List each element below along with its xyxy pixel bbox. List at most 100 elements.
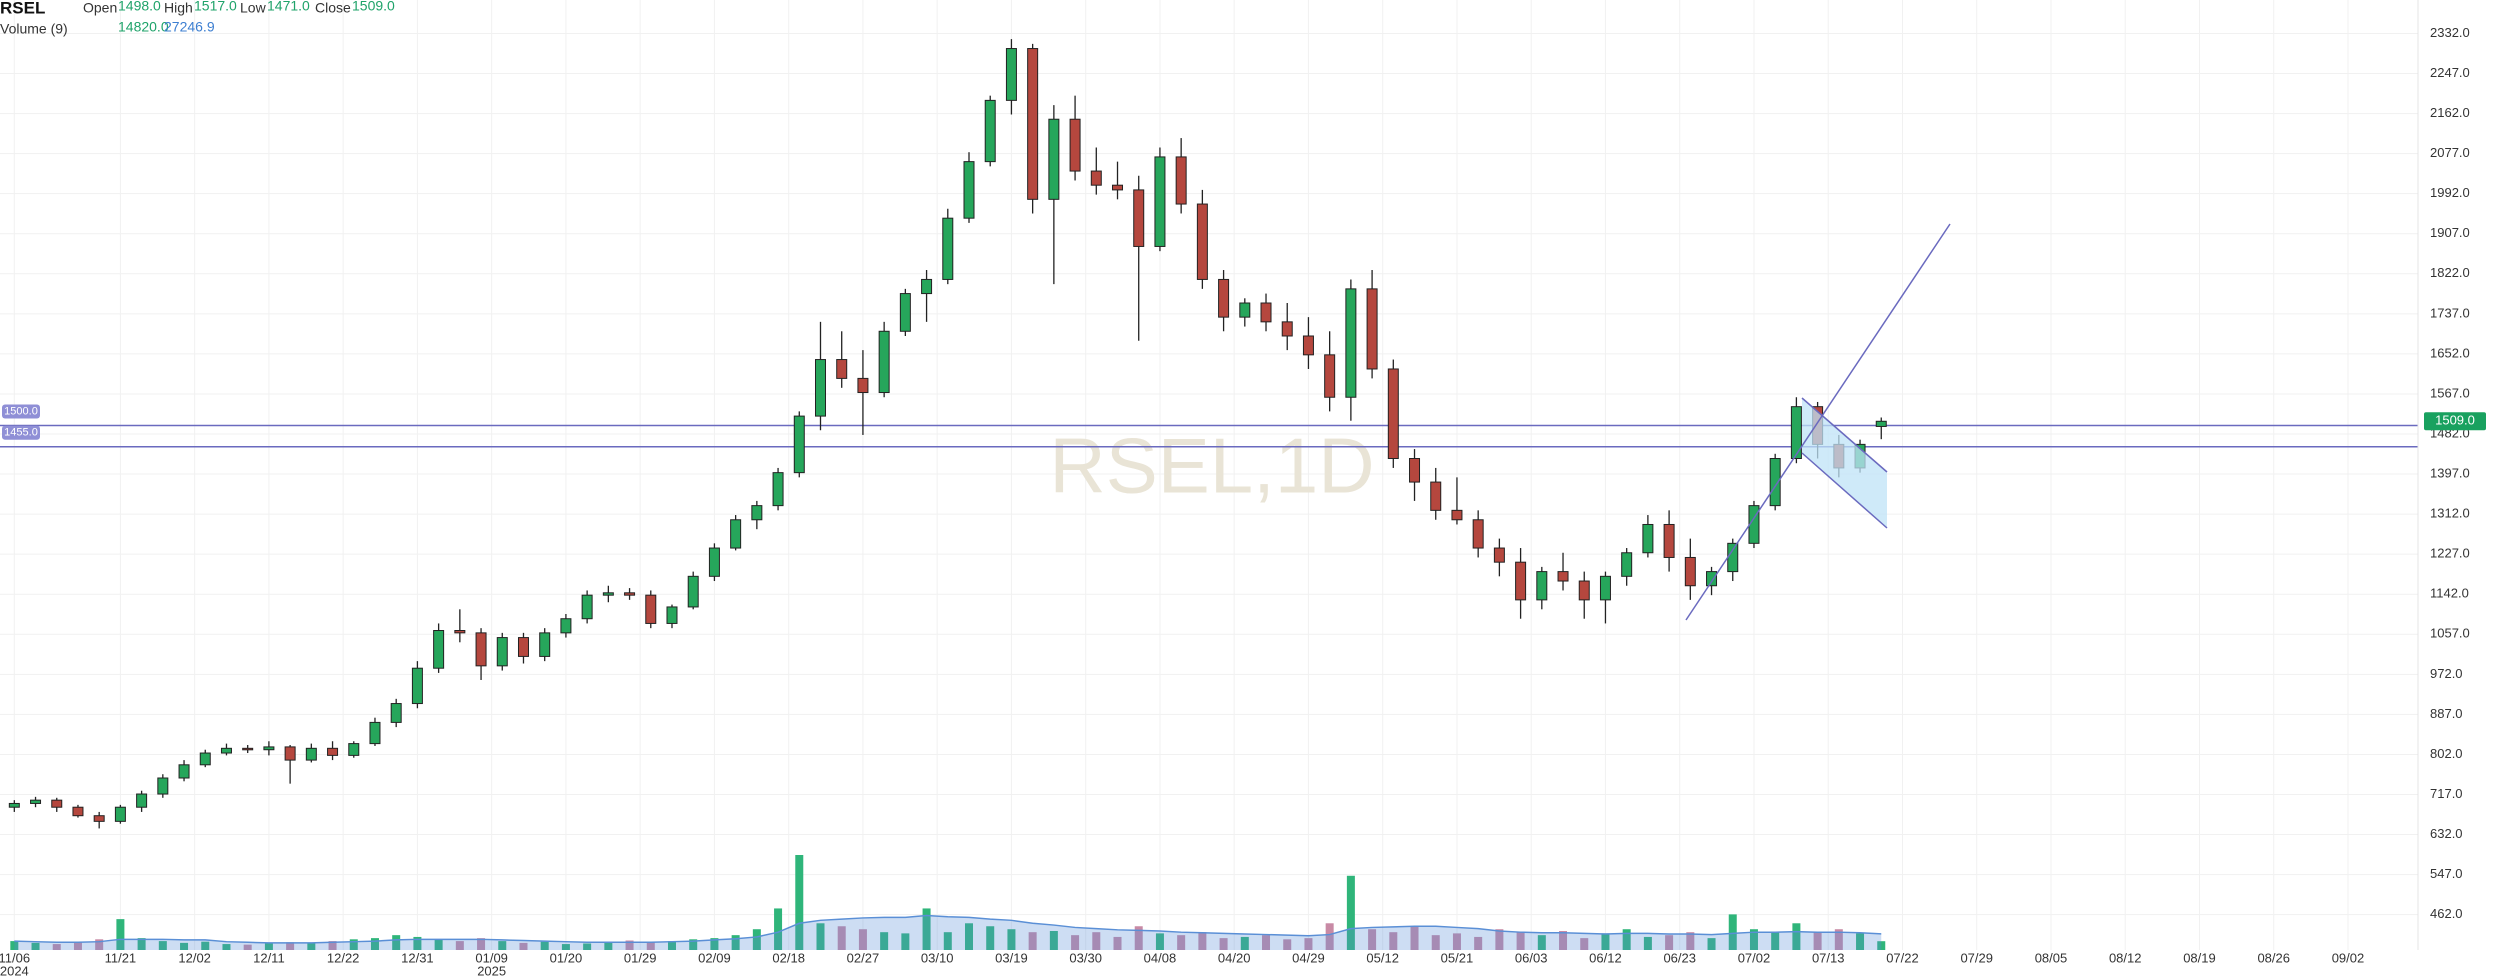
volume-bar xyxy=(286,942,295,950)
x-tick-label: 01/29 xyxy=(624,950,657,965)
x-tick-label: 08/26 xyxy=(2257,950,2290,965)
volume-bar xyxy=(1325,923,1334,950)
volume-bar xyxy=(73,941,82,950)
candle-body xyxy=(1154,156,1166,247)
volume-bar xyxy=(243,944,252,950)
candle-body xyxy=(666,606,678,624)
volume-bar xyxy=(1283,939,1292,950)
level-label: 1500.0 xyxy=(4,405,38,417)
candle-body xyxy=(1451,509,1463,521)
candle-body xyxy=(1409,458,1421,483)
candle-body xyxy=(369,721,381,745)
x-tick-label: 12/11 xyxy=(253,950,285,965)
volume-bar xyxy=(413,936,422,950)
y-tick-label: 1057.0 xyxy=(2430,626,2470,641)
volume-bar xyxy=(1813,932,1822,950)
volume-bar xyxy=(1622,929,1631,950)
y-tick-label: 462.0 xyxy=(2430,906,2463,921)
x-tick-label: 05/12 xyxy=(1366,950,1399,965)
volume-bar xyxy=(1707,938,1716,950)
volume-bar xyxy=(625,940,634,950)
volume-bar xyxy=(1219,938,1228,950)
x-tick-label: 12/31 xyxy=(401,950,434,965)
volume-ma-line xyxy=(14,914,1882,944)
y-tick-label: 2077.0 xyxy=(2430,145,2470,160)
candle-body xyxy=(772,472,784,507)
candle-body xyxy=(263,746,275,751)
volume-bar xyxy=(540,941,549,950)
volume-bar xyxy=(667,941,676,950)
volume-bar xyxy=(1155,933,1164,950)
x-tick-label: 12/22 xyxy=(327,950,360,965)
candle-body xyxy=(857,377,869,394)
volume-bar xyxy=(1304,938,1313,950)
volume-bar xyxy=(31,942,40,950)
candle-body xyxy=(1090,170,1102,186)
candle-body xyxy=(93,815,105,822)
volume-bar xyxy=(1580,938,1589,950)
y-tick-label: 1397.0 xyxy=(2430,465,2470,480)
y-tick-label: 632.0 xyxy=(2430,826,2463,841)
candle-body xyxy=(1239,302,1251,318)
volume-bar xyxy=(519,942,528,950)
candle-body xyxy=(1027,48,1039,200)
y-tick-label: 2332.0 xyxy=(2430,25,2470,40)
volume-bar xyxy=(264,943,273,950)
candle-body xyxy=(1112,184,1124,191)
candle-body xyxy=(348,743,360,756)
volume-bar xyxy=(583,943,592,950)
candle-body xyxy=(1302,335,1314,356)
level-tag xyxy=(2,425,40,440)
price-tag-label: 1509.0 xyxy=(2435,413,2475,428)
candle-body xyxy=(1684,556,1696,587)
volume-label: Volume (9) xyxy=(0,21,68,37)
candle-body xyxy=(72,806,84,817)
y-tick-label: 1652.0 xyxy=(2430,345,2470,360)
candle-body xyxy=(921,278,933,295)
volume-bar xyxy=(1198,932,1207,950)
volume-bar xyxy=(180,942,189,950)
candle-body xyxy=(1493,547,1505,563)
volume-bar xyxy=(1516,932,1525,950)
volume-bar xyxy=(1049,931,1058,950)
candle-body xyxy=(157,777,169,795)
y-tick-label: 1227.0 xyxy=(2430,546,2470,561)
volume-bar xyxy=(1007,929,1016,950)
volume-bar xyxy=(1240,936,1249,950)
legend-value: 1498.0 xyxy=(118,0,161,14)
volume-bar xyxy=(10,941,19,950)
candle-body xyxy=(539,632,551,657)
candle-body xyxy=(1430,481,1442,511)
candle-body xyxy=(1599,575,1611,601)
candle-body xyxy=(793,415,805,474)
candle-body xyxy=(305,747,317,761)
y-tick-label: 1312.0 xyxy=(2430,506,2470,521)
volume-ma-value: 27246.9 xyxy=(164,19,215,35)
channel-fill xyxy=(1802,398,1887,528)
candle-body xyxy=(390,703,402,723)
volume-bar xyxy=(795,855,804,950)
x-tick-year: 2025 xyxy=(477,963,506,978)
volume-bar xyxy=(1686,932,1695,950)
candle-body xyxy=(1536,571,1548,601)
volume-bar xyxy=(52,944,61,950)
level-tag xyxy=(2,404,40,419)
candle-body xyxy=(1790,406,1802,460)
candle-body xyxy=(1769,458,1781,507)
x-tick-label: 01/20 xyxy=(550,950,583,965)
volume-bar xyxy=(307,942,316,950)
y-tick-label: 1822.0 xyxy=(2430,265,2470,280)
candle-body xyxy=(51,799,63,808)
volume-bar xyxy=(646,941,655,950)
y-tick-label: 547.0 xyxy=(2430,866,2463,881)
candle-body xyxy=(708,547,720,577)
x-tick-label: 02/18 xyxy=(772,950,805,965)
candle-body xyxy=(30,799,42,804)
level-label: 1455.0 xyxy=(4,427,38,439)
symbol: RSEL xyxy=(0,0,45,17)
volume-bar xyxy=(434,939,443,950)
y-tick-label: 1737.0 xyxy=(2430,305,2470,320)
candle-body xyxy=(1048,118,1060,200)
volume-pane xyxy=(10,855,1886,950)
